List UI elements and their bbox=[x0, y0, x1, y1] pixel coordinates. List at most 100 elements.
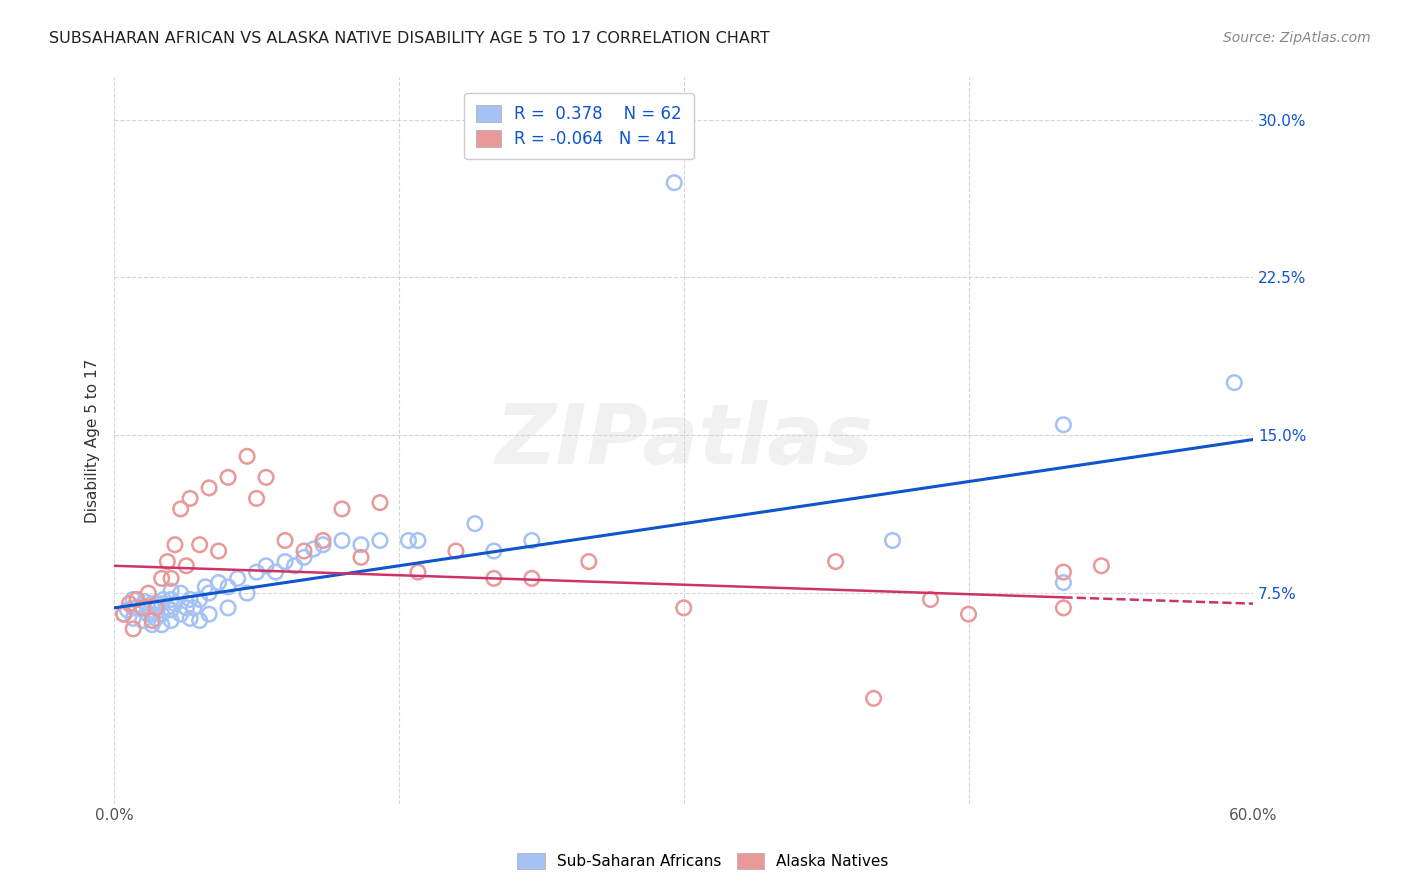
Text: SUBSAHARAN AFRICAN VS ALASKA NATIVE DISABILITY AGE 5 TO 17 CORRELATION CHART: SUBSAHARAN AFRICAN VS ALASKA NATIVE DISA… bbox=[49, 31, 770, 46]
Text: Source: ZipAtlas.com: Source: ZipAtlas.com bbox=[1223, 31, 1371, 45]
Point bbox=[245, 565, 267, 579]
Point bbox=[169, 607, 191, 622]
Point bbox=[194, 580, 217, 594]
Point bbox=[141, 597, 163, 611]
Point bbox=[183, 600, 205, 615]
Point bbox=[163, 538, 186, 552]
Point bbox=[368, 495, 391, 509]
Point bbox=[330, 533, 353, 548]
Point bbox=[122, 592, 145, 607]
Legend: Sub-Saharan Africans, Alaska Natives: Sub-Saharan Africans, Alaska Natives bbox=[512, 847, 894, 875]
Point bbox=[292, 550, 315, 565]
Point bbox=[368, 533, 391, 548]
Point bbox=[179, 491, 201, 506]
Legend: R =  0.378    N = 62, R = -0.064   N = 41: R = 0.378 N = 62, R = -0.064 N = 41 bbox=[464, 93, 693, 160]
Point bbox=[398, 533, 420, 548]
Point bbox=[312, 538, 335, 552]
Y-axis label: Disability Age 5 to 17: Disability Age 5 to 17 bbox=[86, 359, 100, 523]
Point bbox=[824, 555, 846, 569]
Point bbox=[254, 470, 277, 484]
Point bbox=[264, 565, 287, 579]
Point bbox=[131, 600, 153, 615]
Point bbox=[156, 600, 179, 615]
Point bbox=[141, 607, 163, 622]
Point bbox=[188, 592, 211, 607]
Point bbox=[350, 538, 373, 552]
Point bbox=[1052, 600, 1074, 615]
Point bbox=[156, 555, 179, 569]
Point bbox=[217, 580, 239, 594]
Point bbox=[245, 491, 267, 506]
Point bbox=[160, 571, 183, 585]
Point bbox=[957, 607, 980, 622]
Point bbox=[464, 516, 486, 531]
Point bbox=[482, 571, 505, 585]
Point bbox=[118, 597, 141, 611]
Point bbox=[226, 571, 249, 585]
Point bbox=[117, 603, 139, 617]
Point bbox=[160, 603, 183, 617]
Point bbox=[150, 597, 173, 611]
Point bbox=[198, 481, 221, 495]
Point bbox=[150, 617, 173, 632]
Point bbox=[150, 607, 173, 622]
Point bbox=[188, 538, 211, 552]
Point bbox=[141, 614, 163, 628]
Point bbox=[152, 592, 174, 607]
Point bbox=[283, 558, 305, 573]
Point bbox=[254, 558, 277, 573]
Point bbox=[131, 614, 153, 628]
Point bbox=[1052, 565, 1074, 579]
Point bbox=[406, 565, 429, 579]
Point bbox=[145, 611, 167, 625]
Point bbox=[217, 600, 239, 615]
Point bbox=[520, 533, 543, 548]
Point bbox=[122, 600, 145, 615]
Point bbox=[207, 575, 229, 590]
Point bbox=[302, 541, 325, 556]
Point bbox=[150, 571, 173, 585]
Point bbox=[1052, 575, 1074, 590]
Point bbox=[145, 600, 167, 615]
Point bbox=[350, 550, 373, 565]
Point bbox=[236, 586, 259, 600]
Point bbox=[207, 544, 229, 558]
Point bbox=[122, 611, 145, 625]
Point bbox=[217, 470, 239, 484]
Point bbox=[125, 592, 148, 607]
Point bbox=[179, 611, 201, 625]
Point bbox=[163, 597, 186, 611]
Point bbox=[131, 600, 153, 615]
Point bbox=[578, 555, 600, 569]
Point bbox=[292, 544, 315, 558]
Point bbox=[274, 555, 297, 569]
Point bbox=[145, 597, 167, 611]
Point bbox=[198, 607, 221, 622]
Point bbox=[1052, 417, 1074, 432]
Point bbox=[672, 600, 695, 615]
Point bbox=[188, 614, 211, 628]
Point bbox=[862, 691, 884, 706]
Point bbox=[179, 592, 201, 607]
Point bbox=[198, 586, 221, 600]
Point bbox=[176, 558, 198, 573]
Point bbox=[138, 586, 160, 600]
Point bbox=[112, 607, 135, 622]
Point bbox=[112, 607, 135, 622]
Text: ZIPatlas: ZIPatlas bbox=[495, 400, 873, 481]
Point bbox=[920, 592, 942, 607]
Point bbox=[482, 544, 505, 558]
Point bbox=[125, 600, 148, 615]
Point bbox=[160, 584, 183, 599]
Point bbox=[274, 533, 297, 548]
Point bbox=[141, 617, 163, 632]
Point bbox=[882, 533, 904, 548]
Point bbox=[160, 592, 183, 607]
Point bbox=[1223, 376, 1246, 390]
Point bbox=[312, 533, 335, 548]
Point bbox=[138, 607, 160, 622]
Point bbox=[169, 586, 191, 600]
Point bbox=[1090, 558, 1112, 573]
Point bbox=[330, 502, 353, 516]
Point bbox=[122, 622, 145, 636]
